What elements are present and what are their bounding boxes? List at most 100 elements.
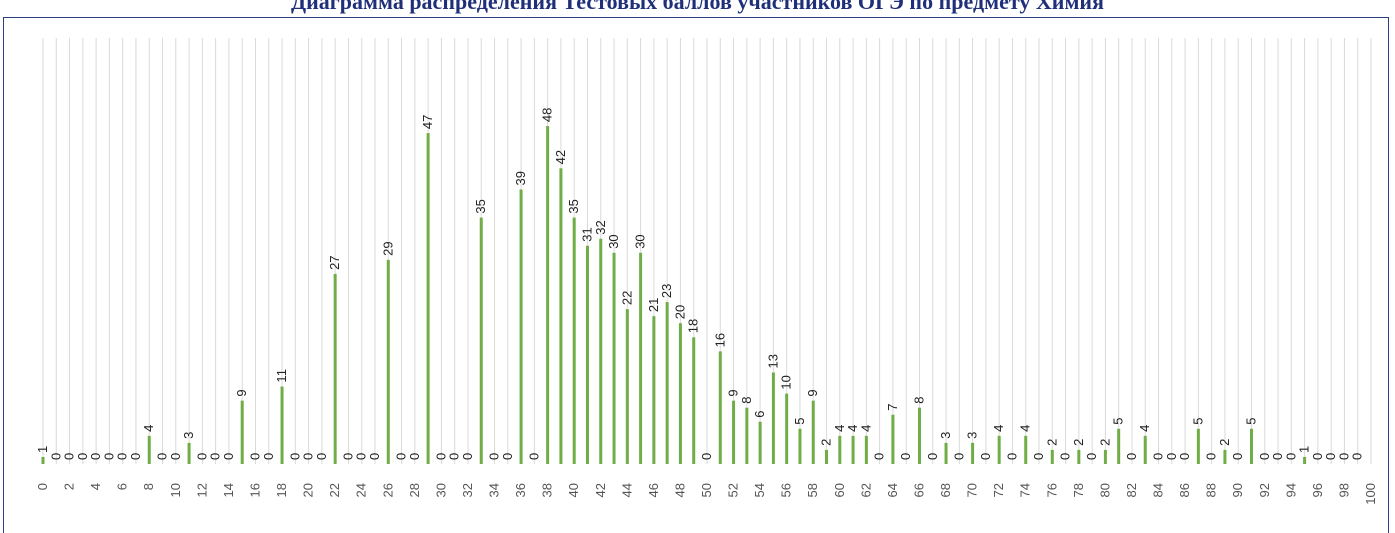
data-label-73: 0 — [1004, 453, 1019, 460]
bar-54 — [758, 421, 762, 464]
bar-0 — [41, 456, 45, 464]
bar-41 — [585, 245, 589, 464]
bar-42 — [599, 238, 603, 464]
data-label-40: 35 — [566, 199, 581, 213]
data-label-75: 0 — [1031, 453, 1046, 460]
data-label-47: 23 — [659, 284, 674, 298]
bar-66 — [917, 407, 921, 464]
data-label-68: 3 — [938, 432, 953, 439]
x-tick-label-90: 90 — [1230, 483, 1245, 497]
data-label-19: 0 — [287, 453, 302, 460]
bar-57 — [798, 428, 802, 464]
data-label-27: 0 — [394, 453, 409, 460]
data-label-31: 0 — [447, 453, 462, 460]
x-tick-label-40: 40 — [566, 483, 581, 497]
x-tick-label-48: 48 — [672, 483, 687, 497]
bar-26 — [386, 259, 390, 464]
data-label-3: 0 — [75, 453, 90, 460]
data-label-89: 2 — [1217, 439, 1232, 446]
data-label-13: 0 — [208, 453, 223, 460]
data-label-87: 5 — [1190, 418, 1205, 425]
bar-47 — [665, 302, 669, 464]
data-label-15: 9 — [234, 389, 249, 396]
x-tick-label-26: 26 — [380, 483, 395, 497]
data-label-69: 0 — [951, 453, 966, 460]
x-tick-label-94: 94 — [1283, 483, 1298, 497]
x-tick-label-54: 54 — [752, 483, 767, 497]
data-label-9: 0 — [155, 453, 170, 460]
bar-61 — [851, 435, 855, 464]
data-label-20: 0 — [301, 453, 316, 460]
bar-80 — [1103, 449, 1107, 464]
data-label-12: 0 — [194, 453, 209, 460]
distribution-chart: 1000000040030009001100027000290047000350… — [35, 38, 1378, 505]
x-tick-label-32: 32 — [460, 483, 475, 497]
data-label-65: 0 — [898, 453, 913, 460]
x-tick-label-88: 88 — [1204, 483, 1219, 497]
data-label-90: 0 — [1230, 453, 1245, 460]
bar-51 — [718, 351, 722, 464]
data-label-7: 0 — [128, 453, 143, 460]
x-tick-label-14: 14 — [221, 483, 236, 497]
data-label-2: 0 — [62, 453, 77, 460]
data-label-91: 5 — [1243, 418, 1258, 425]
data-label-93: 0 — [1270, 453, 1285, 460]
x-tick-label-10: 10 — [168, 483, 183, 497]
bar-58 — [811, 400, 815, 464]
bar-56 — [785, 393, 789, 464]
data-label-67: 0 — [925, 453, 940, 460]
x-tick-label-60: 60 — [832, 483, 847, 497]
x-tick-label-66: 66 — [911, 483, 926, 497]
data-label-66: 8 — [911, 396, 926, 403]
data-label-8: 4 — [141, 425, 156, 432]
data-label-76: 2 — [1044, 439, 1059, 446]
x-tick-label-16: 16 — [247, 483, 262, 497]
data-label-60: 4 — [832, 425, 847, 432]
x-tick-label-4: 4 — [88, 483, 103, 490]
x-tick-label-24: 24 — [354, 483, 369, 497]
data-label-51: 16 — [712, 333, 727, 347]
x-tick-label-52: 52 — [726, 483, 741, 497]
data-label-95: 1 — [1297, 446, 1312, 453]
data-label-14: 0 — [221, 453, 236, 460]
data-label-72: 4 — [991, 425, 1006, 432]
data-label-48: 20 — [672, 305, 687, 319]
x-tick-label-86: 86 — [1177, 483, 1192, 497]
data-label-35: 0 — [500, 453, 515, 460]
data-label-32: 0 — [460, 453, 475, 460]
data-label-57: 5 — [792, 418, 807, 425]
bar-15 — [240, 400, 244, 464]
x-tick-label-56: 56 — [779, 483, 794, 497]
data-label-53: 8 — [739, 396, 754, 403]
x-tick-label-80: 80 — [1097, 483, 1112, 497]
data-label-80: 2 — [1097, 439, 1112, 446]
data-label-1: 0 — [48, 453, 63, 460]
x-tick-label-20: 20 — [301, 483, 316, 497]
x-tick-label-28: 28 — [407, 483, 422, 497]
bar-72 — [997, 435, 1001, 464]
data-label-55: 13 — [765, 354, 780, 368]
data-label-23: 0 — [340, 453, 355, 460]
data-label-24: 0 — [354, 453, 369, 460]
bar-87 — [1196, 428, 1200, 464]
data-label-81: 5 — [1111, 418, 1126, 425]
data-label-43: 30 — [606, 234, 621, 248]
x-tick-label-64: 64 — [885, 483, 900, 497]
data-label-84: 0 — [1151, 453, 1166, 460]
x-tick-label-74: 74 — [1018, 483, 1033, 497]
data-label-85: 0 — [1164, 453, 1179, 460]
bar-70 — [971, 442, 975, 464]
x-tick-label-84: 84 — [1151, 483, 1166, 497]
bar-43 — [612, 252, 616, 464]
data-label-86: 0 — [1177, 453, 1192, 460]
data-label-0: 1 — [35, 446, 50, 453]
data-label-50: 0 — [699, 453, 714, 460]
data-label-64: 7 — [885, 403, 900, 410]
data-label-21: 0 — [314, 453, 329, 460]
x-tick-label-76: 76 — [1044, 483, 1059, 497]
data-label-61: 4 — [845, 425, 860, 432]
data-label-44: 22 — [619, 291, 634, 305]
data-label-79: 0 — [1084, 453, 1099, 460]
bar-74 — [1024, 435, 1028, 464]
data-label-88: 0 — [1204, 453, 1219, 460]
